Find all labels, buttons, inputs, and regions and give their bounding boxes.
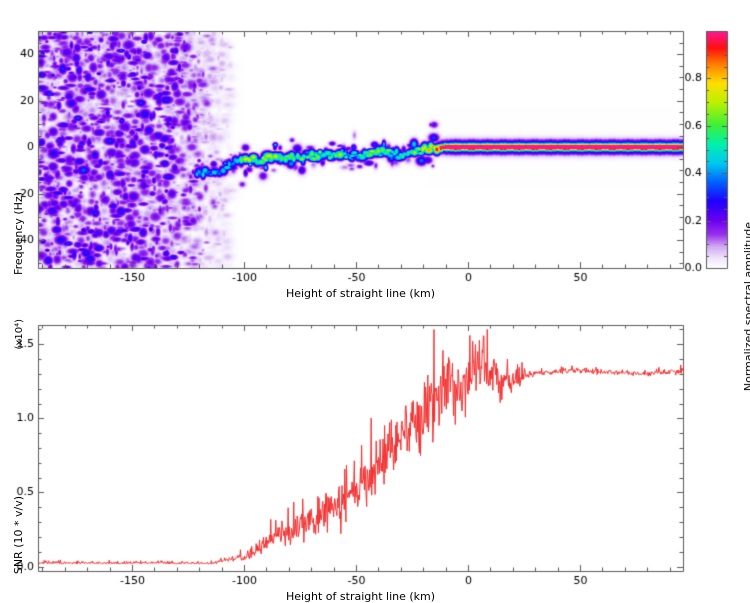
snr-exponent-label: (x10⁴) — [14, 319, 25, 350]
snr-ylabel: SNR (10 * v/v) — [12, 496, 25, 575]
colorbar-label: Normalized spectral amplitude — [742, 221, 750, 391]
spectrogram-xlabel: Height of straight line (km) — [285, 287, 436, 300]
snr-xlabel: Height of straight line (km) — [285, 590, 436, 603]
spectrogram-ylabel: Frequency (Hz) — [12, 191, 25, 275]
